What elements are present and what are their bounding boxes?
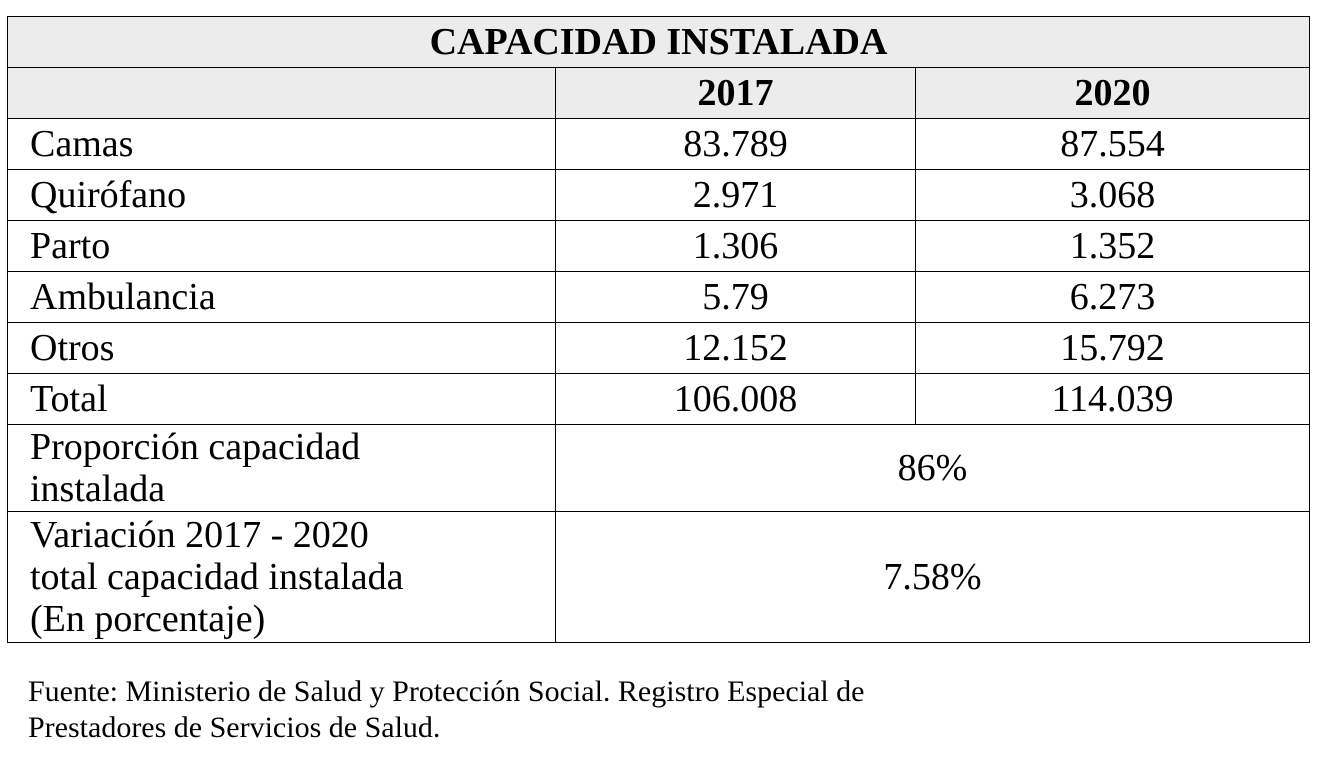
value-2020: 114.039: [914, 373, 1311, 425]
value-2017: 83.789: [555, 118, 916, 170]
value-2020: 6.273: [914, 271, 1311, 323]
value-2017: 12.152: [555, 322, 916, 374]
table-row: Ambulancia 5.79 6.273: [7, 271, 1311, 323]
variacion-label: Variación 2017 - 2020 total capacidad in…: [7, 511, 556, 643]
value-2020: 1.352: [914, 220, 1311, 272]
value-2020: 15.792: [914, 322, 1311, 374]
value-2017: 106.008: [555, 373, 916, 425]
row-label: Camas: [7, 118, 556, 170]
empty-header-cell: [7, 67, 556, 119]
table-row: Camas 83.789 87.554: [7, 118, 1311, 170]
table-row: Otros 12.152 15.792: [7, 322, 1311, 374]
year-header-row: 2017 2020: [7, 67, 1311, 119]
variacion-row: Variación 2017 - 2020 total capacidad in…: [7, 511, 1311, 643]
year-header-2017: 2017: [555, 67, 916, 119]
variacion-label-line1: Variación 2017 - 2020: [30, 514, 369, 556]
proporcion-label-line1: Proporción capacidad: [30, 426, 361, 468]
variacion-label-line2: total capacidad instalada: [30, 556, 404, 598]
proporcion-row: Proporción capacidad instalada 86%: [7, 424, 1311, 512]
value-2017: 2.971: [555, 169, 916, 221]
table-row: Quirófano 2.971 3.068: [7, 169, 1311, 221]
capacidad-instalada-table: CAPACIDAD INSTALADA 2017 2020 Camas 83.7…: [6, 16, 1311, 643]
value-2017: 5.79: [555, 271, 916, 323]
row-label: Quirófano: [7, 169, 556, 221]
proporcion-value: 86%: [554, 424, 1311, 512]
footnote-line1: Fuente: Ministerio de Salud y Protección…: [28, 675, 865, 708]
value-2020: 3.068: [914, 169, 1311, 221]
table-row: Parto 1.306 1.352: [7, 220, 1311, 272]
source-footnote: Fuente: Ministerio de Salud y Protección…: [28, 674, 1298, 746]
proporcion-label: Proporción capacidad instalada: [7, 424, 556, 512]
footnote-line2: Prestadores de Servicios de Salud.: [28, 711, 441, 744]
table-title: CAPACIDAD INSTALADA: [6, 16, 1311, 68]
row-label: Total: [7, 373, 556, 425]
table-row: Total 106.008 114.039: [7, 373, 1311, 425]
year-header-2020: 2020: [914, 67, 1311, 119]
variacion-label-line3: (En porcentaje): [30, 598, 266, 640]
variacion-value: 7.58%: [554, 511, 1311, 643]
value-2020: 87.554: [914, 118, 1311, 170]
row-label: Parto: [7, 220, 556, 272]
value-2017: 1.306: [555, 220, 916, 272]
row-label: Otros: [7, 322, 556, 374]
row-label: Ambulancia: [7, 271, 556, 323]
proporcion-label-line2: instalada: [30, 468, 166, 510]
